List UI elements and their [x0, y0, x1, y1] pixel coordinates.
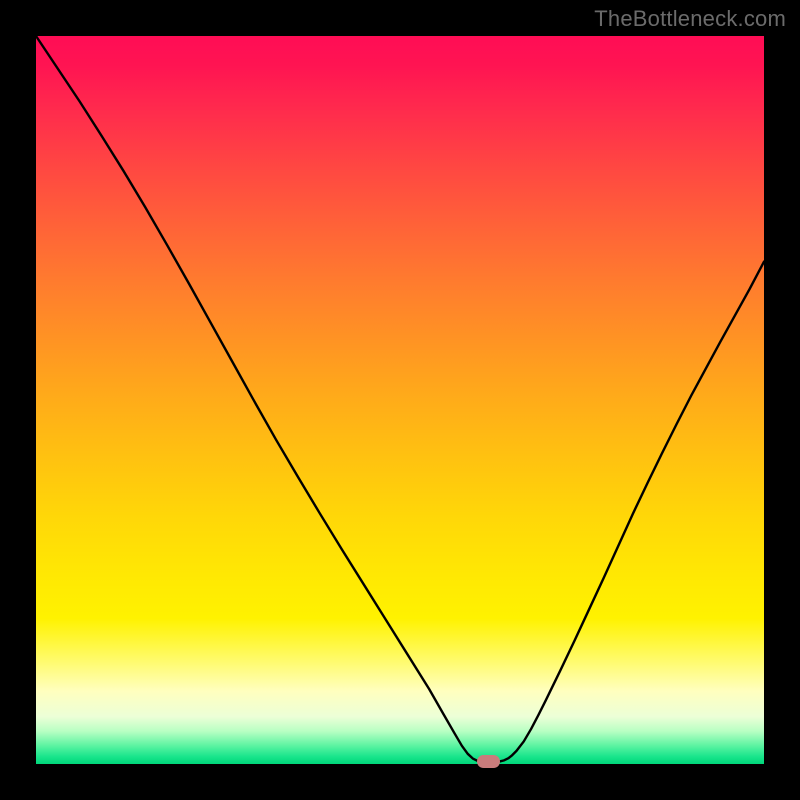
- plot-area: [36, 36, 764, 764]
- optimal-marker: [477, 755, 500, 768]
- chart-frame: TheBottleneck.com: [0, 0, 800, 800]
- bottleneck-curve: [36, 36, 764, 762]
- watermark-label: TheBottleneck.com: [594, 6, 786, 32]
- curve-svg: [36, 36, 764, 764]
